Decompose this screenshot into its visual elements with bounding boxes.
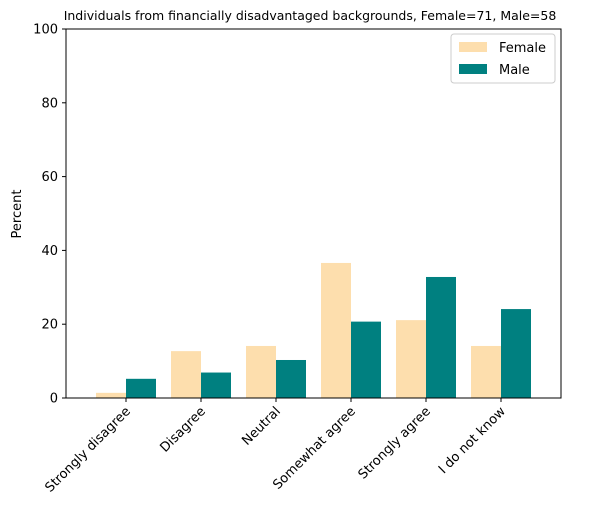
bar-female-2 <box>246 345 276 398</box>
bar-female-3 <box>321 262 351 398</box>
bar-male-4 <box>426 276 456 398</box>
chart-title: Individuals from financially disadvantag… <box>64 8 557 23</box>
x-tick-label-3: Somewhat agree <box>270 404 359 493</box>
bar-female-4 <box>396 320 426 398</box>
y-axis-label: Percent <box>10 190 25 239</box>
x-tick-label-5: I do not know <box>436 404 509 477</box>
y-tick-label-3: 60 <box>41 170 58 185</box>
plot-frame <box>65 28 562 399</box>
legend-label-male: Male <box>499 63 530 78</box>
legend-label-female: Female <box>499 41 546 56</box>
bar-male-1 <box>201 372 231 398</box>
bar-female-1 <box>171 351 201 398</box>
plot-area: 0 20 40 60 80 100 Strongly disagree Disagree Neu… <box>33 23 562 496</box>
y-tick-label-4: 80 <box>41 96 58 111</box>
x-tick-label-0: Strongly disagree <box>42 404 133 495</box>
y-tick-label-2: 40 <box>41 244 58 259</box>
x-tick-label-2: Neutral <box>239 404 284 449</box>
bar-female-0 <box>96 392 126 398</box>
legend: Female Male <box>450 33 556 84</box>
y-tick-label-5: 100 <box>33 23 58 38</box>
x-tick-label-1: Disagree <box>157 404 208 455</box>
y-tick-label-0: 0 <box>50 392 58 407</box>
x-tick-label-4: Strongly agree <box>356 404 434 482</box>
bar-male-2 <box>276 359 306 398</box>
legend-swatch-male <box>459 64 487 74</box>
bar-male-5 <box>501 309 531 398</box>
bar-female-5 <box>471 345 501 398</box>
bar-male-0 <box>126 378 156 398</box>
y-tick-label-1: 20 <box>41 318 58 333</box>
bar-male-3 <box>351 321 381 398</box>
legend-swatch-female <box>459 42 487 52</box>
